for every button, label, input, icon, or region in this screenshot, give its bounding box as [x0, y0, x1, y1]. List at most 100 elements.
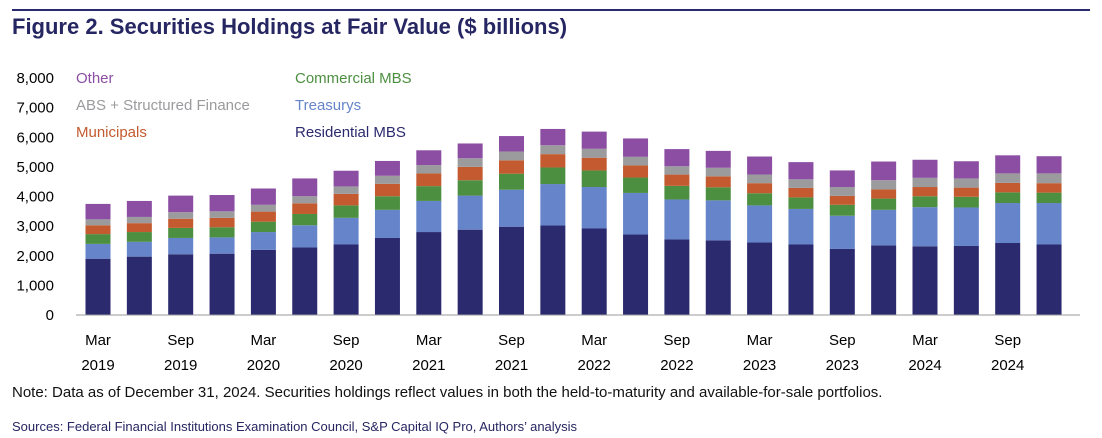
bar-segment-municipals: [374, 183, 400, 197]
bar-stack: [829, 170, 855, 315]
bar-segment-commercial-mbs: [664, 185, 690, 200]
bar-stack: [457, 143, 483, 315]
bar-segment-abs-structured-finance: [292, 196, 318, 204]
bar-segment-residential-mbs: [250, 249, 276, 315]
bar-stack: [250, 188, 276, 315]
x-tick-label-month: Mar: [85, 332, 111, 349]
bar-segment-commercial-mbs: [499, 173, 524, 190]
legend-item-treasurys: Treasurys: [295, 97, 361, 114]
bar-segment-commercial-mbs: [457, 180, 483, 196]
bar-segment-municipals: [168, 218, 194, 228]
bar-segment-other: [1036, 156, 1062, 174]
bar-segment-treasurys: [209, 237, 235, 254]
bar-segment-treasurys: [871, 209, 897, 246]
bar-stack: [953, 161, 979, 315]
bar-segment-municipals: [705, 176, 731, 188]
bar-segment-municipals: [457, 166, 483, 181]
y-tick-label: 8,000: [16, 70, 54, 87]
bar-segment-treasurys: [581, 187, 607, 229]
bar-segment-treasurys: [85, 243, 111, 259]
bar-segment-municipals: [871, 189, 897, 199]
bar-segment-municipals: [953, 187, 979, 197]
bar-segment-municipals: [995, 182, 1021, 193]
bar-segment-other: [292, 178, 318, 197]
legend-item-commercial-mbs: Commercial MBS: [295, 70, 412, 87]
bar-stack: [499, 136, 524, 315]
bar-segment-residential-mbs: [664, 239, 690, 315]
bar-segment-residential-mbs: [416, 232, 442, 315]
bar-segment-residential-mbs: [747, 242, 773, 315]
y-tick-label: 3,000: [16, 218, 54, 235]
bar-segment-commercial-mbs: [374, 196, 400, 210]
bar-segment-residential-mbs: [871, 245, 897, 315]
bar-segment-municipals: [581, 157, 607, 171]
bar-segment-treasurys: [912, 207, 938, 247]
bar-segment-residential-mbs: [623, 234, 649, 315]
y-tick-label: 4,000: [16, 189, 54, 206]
bar-segment-residential-mbs: [953, 245, 979, 315]
bar-segment-commercial-mbs: [705, 187, 731, 201]
bar-segment-commercial-mbs: [540, 167, 566, 185]
bar-segment-municipals: [333, 193, 359, 206]
bar-segment-other: [168, 195, 194, 213]
bar-segment-abs-structured-finance: [85, 219, 111, 226]
bar-stack: [292, 178, 318, 315]
bar-segment-abs-structured-finance: [457, 158, 483, 167]
bar-segment-other: [871, 161, 897, 181]
x-tick-label-month: Sep: [664, 332, 691, 349]
y-tick-label: 6,000: [16, 129, 54, 146]
chart-title: Figure 2. Securities Holdings at Fair Va…: [12, 14, 568, 39]
bar-stack: [333, 170, 359, 315]
x-tick-label-year: 2023: [743, 357, 776, 374]
bar-segment-abs-structured-finance: [1036, 173, 1062, 184]
bar-segment-municipals: [829, 195, 855, 205]
bar-segment-other: [623, 138, 649, 157]
bar-stack: [540, 128, 566, 315]
x-axis: Mar 2019 Sep 2019 Mar 2020 Sep 2020 Mar 2021 Sep 20…: [81, 332, 1024, 374]
bar-segment-other: [747, 156, 773, 175]
bar-segment-abs-structured-finance: [374, 175, 400, 184]
bar-segment-abs-structured-finance: [126, 216, 152, 224]
bar-segment-other: [788, 162, 814, 180]
bar-stack: [126, 200, 152, 315]
bar-segment-treasurys: [126, 241, 152, 257]
bar-segment-abs-structured-finance: [829, 187, 855, 196]
bar-segment-other: [250, 188, 276, 205]
bar-segment-residential-mbs: [581, 228, 607, 315]
bar-segment-abs-structured-finance: [581, 148, 607, 158]
x-tick-label-month: Mar: [747, 332, 773, 349]
bar-segment-commercial-mbs: [85, 234, 111, 244]
bar-segment-residential-mbs: [126, 256, 152, 315]
legend: Other ABS + Structured Finance Municipals C…: [76, 70, 412, 141]
bar-segment-municipals: [499, 160, 524, 174]
bar-segment-residential-mbs: [995, 243, 1021, 315]
chart-sources: Sources: Federal Financial Institutions …: [12, 419, 578, 434]
x-tick-label-year: 2019: [164, 357, 197, 374]
bar-segment-other: [209, 195, 235, 212]
y-tick-label: 5,000: [16, 159, 54, 176]
bar-segment-residential-mbs: [540, 225, 566, 315]
x-tick-label-year: 2021: [412, 357, 445, 374]
bar-segment-other: [664, 149, 690, 167]
bar-segment-residential-mbs: [374, 237, 400, 315]
y-tick-label: 1,000: [16, 277, 54, 294]
bar-stack: [995, 155, 1021, 315]
bar-segment-other: [995, 155, 1021, 174]
x-tick-label-month: Mar: [416, 332, 442, 349]
legend-item-abs-structured-finance: ABS + Structured Finance: [76, 97, 250, 114]
bar-segment-residential-mbs: [829, 248, 855, 315]
chart-note: Note: Data as of December 31, 2024. Secu…: [12, 384, 883, 401]
bar-segment-residential-mbs: [1036, 244, 1062, 315]
bar-segment-abs-structured-finance: [995, 173, 1021, 183]
x-tick-label-month: Sep: [829, 332, 856, 349]
bar-segment-municipals: [85, 225, 111, 235]
bar-segment-commercial-mbs: [209, 227, 235, 238]
bar-segment-residential-mbs: [912, 246, 938, 315]
x-tick-label-year: 2024: [908, 357, 941, 374]
bar-segment-abs-structured-finance: [953, 178, 979, 188]
bar-segment-residential-mbs: [333, 244, 359, 315]
bar-segment-other: [126, 200, 152, 217]
x-tick-label-year: 2020: [329, 357, 362, 374]
bar-segment-municipals: [664, 174, 690, 186]
bar-stack: [209, 195, 235, 315]
